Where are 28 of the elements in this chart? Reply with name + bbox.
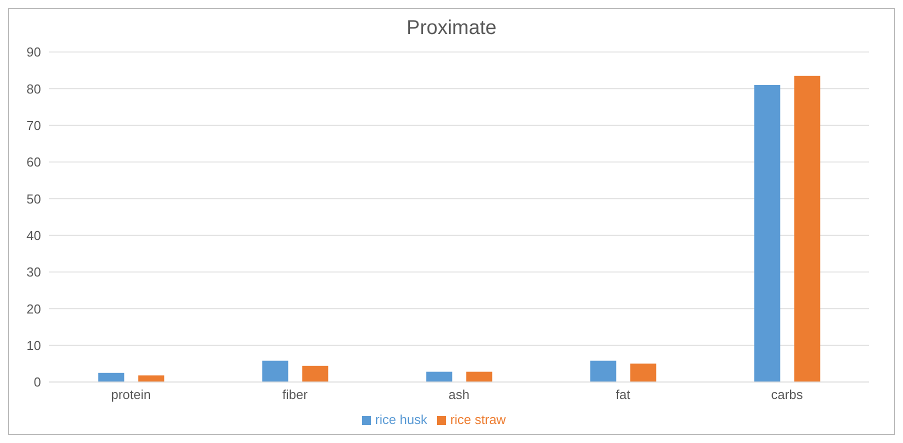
y-tick-label: 10	[26, 338, 41, 353]
bar	[302, 366, 328, 382]
x-tick-label: ash	[448, 387, 470, 402]
bar	[466, 372, 492, 382]
y-tick-label: 90	[26, 44, 41, 60]
bar	[794, 76, 820, 382]
y-tick-label: 60	[26, 154, 41, 170]
x-tick-label: fiber	[282, 387, 308, 402]
bar	[426, 372, 452, 382]
y-tick-label: 20	[26, 301, 41, 316]
chart-title: Proximate	[406, 17, 497, 39]
y-tick-label: 30	[26, 264, 41, 280]
y-tick-label: 0	[34, 374, 41, 390]
bar	[262, 360, 288, 382]
x-tick-label: fat	[616, 387, 631, 402]
y-tick-label: 70	[26, 118, 41, 133]
legend-label: rice husk	[375, 412, 428, 427]
bar	[138, 375, 164, 382]
bar	[754, 85, 780, 382]
y-tick-label: 40	[26, 228, 41, 243]
y-tick-label: 50	[26, 191, 41, 206]
bar	[630, 364, 656, 382]
y-tick-label: 80	[26, 81, 41, 96]
legend-label: rice straw	[450, 412, 506, 427]
bar	[590, 360, 616, 382]
x-tick-label: protein	[111, 387, 151, 402]
bar	[98, 372, 124, 382]
x-tick-label: carbs	[771, 387, 804, 402]
